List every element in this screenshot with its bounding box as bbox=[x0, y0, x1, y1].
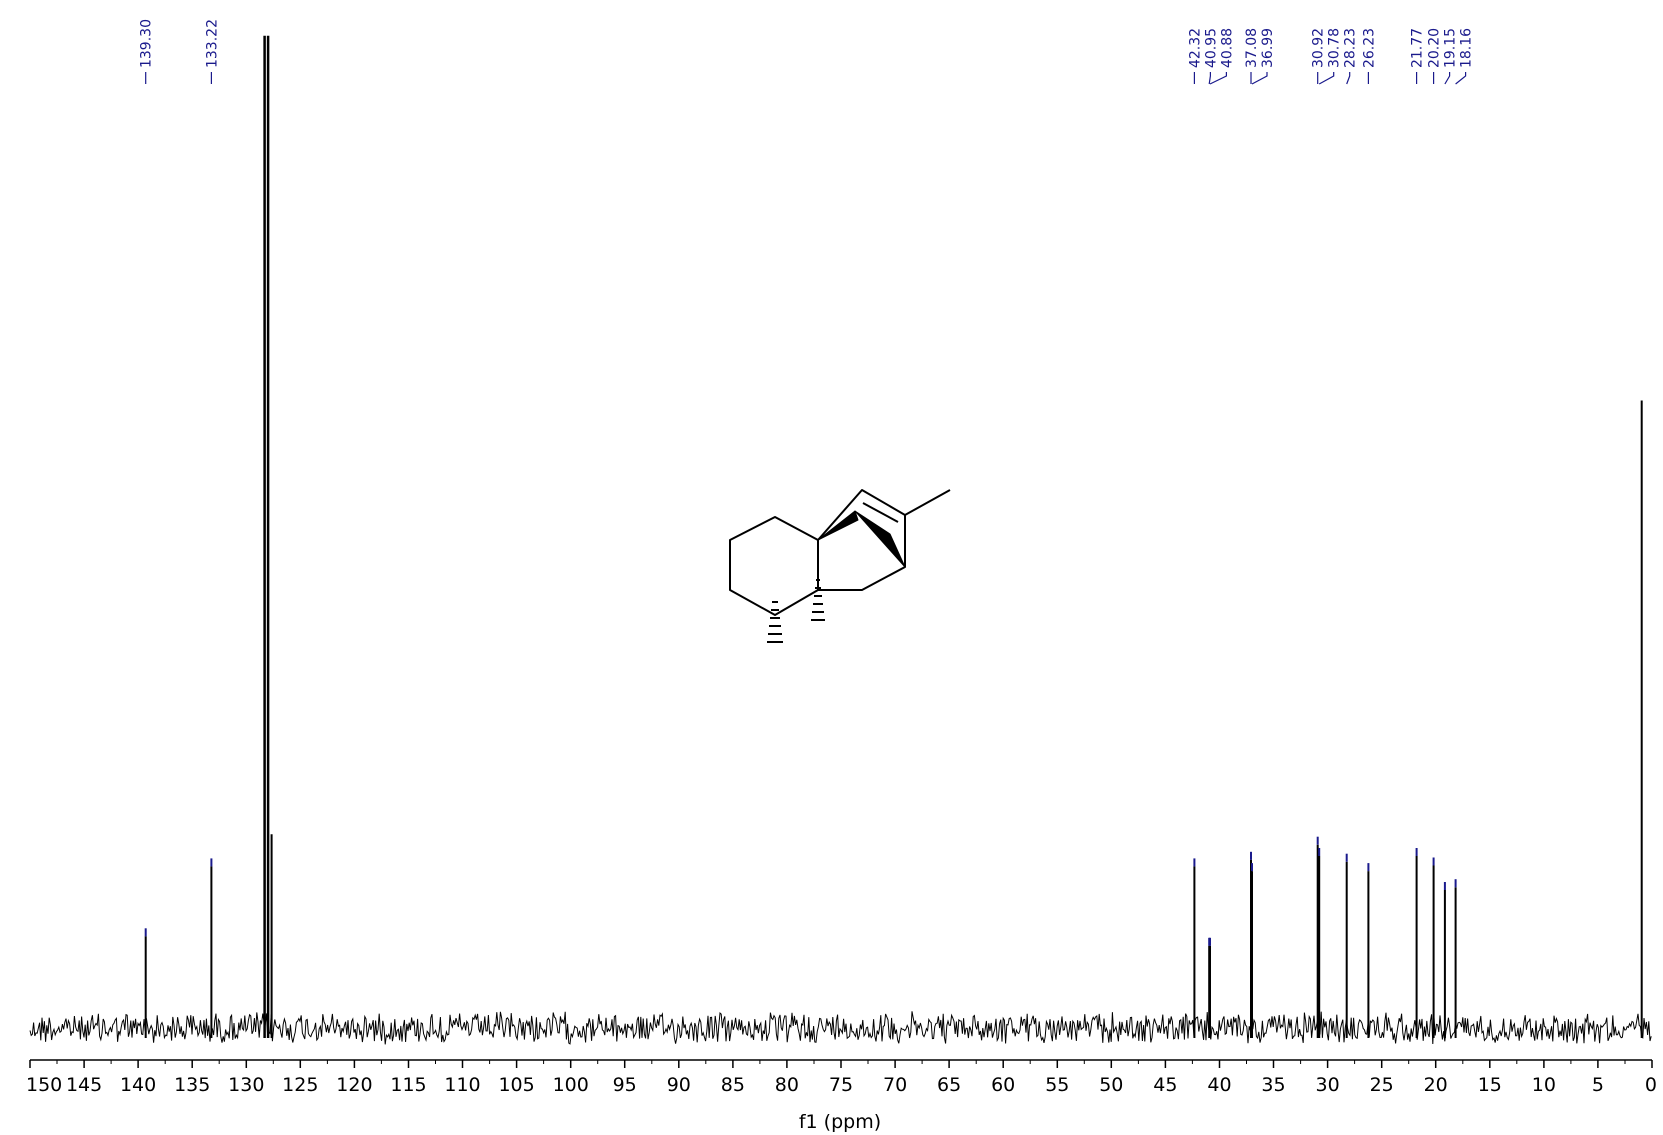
peak-label: 26.23 bbox=[1361, 28, 1377, 68]
peak-label-connector bbox=[1347, 72, 1350, 84]
x-axis: 150 145 140 135 130 125 120 115 110 105 100 95 90 85 8… bbox=[26, 1060, 1657, 1096]
peak-label: 37.08 bbox=[1244, 28, 1260, 68]
x-axis-tick-label: 85 bbox=[721, 1074, 745, 1096]
structure-wedge-bridge-b bbox=[855, 511, 905, 567]
peak-label: 20.20 bbox=[1427, 28, 1443, 68]
x-axis-tick-label: 90 bbox=[667, 1074, 691, 1096]
peak-label-layer: 139.30 133.22 42.32 40.95 40.88 37.08 36.99 30.… bbox=[139, 19, 1475, 84]
x-axis-tick-label: 60 bbox=[991, 1074, 1015, 1096]
x-axis-tick-label: 80 bbox=[775, 1074, 799, 1096]
spectrum-layer bbox=[30, 1011, 1651, 1044]
peak-label: 133.22 bbox=[204, 19, 220, 68]
peak-label: 139.30 bbox=[139, 19, 155, 68]
molecule-structure bbox=[730, 490, 950, 642]
x-axis-tick-label: 110 bbox=[444, 1074, 480, 1096]
x-axis-tick-label: 135 bbox=[174, 1074, 210, 1096]
peak-label-connector bbox=[1445, 72, 1450, 84]
peak-label: 18.16 bbox=[1459, 28, 1475, 68]
structure-left-ring bbox=[730, 517, 818, 615]
peak-label-connector bbox=[1252, 72, 1267, 84]
peak-label: 30.92 bbox=[1311, 28, 1327, 68]
x-axis-tick-label: 70 bbox=[883, 1074, 907, 1096]
structure-hashed-methyl-a bbox=[767, 602, 783, 642]
x-axis-tick-label: 5 bbox=[1592, 1074, 1604, 1096]
peak-label: 19.15 bbox=[1443, 28, 1459, 68]
peak-label: 21.77 bbox=[1410, 28, 1426, 68]
x-axis-tick-label: 30 bbox=[1316, 1074, 1340, 1096]
x-axis-tick-label: 75 bbox=[829, 1074, 853, 1096]
structure-wedge-bridge-a bbox=[818, 511, 858, 540]
x-axis-tick-label: 100 bbox=[553, 1074, 589, 1096]
x-axis-tick-label: 15 bbox=[1478, 1074, 1502, 1096]
x-axis-tick-label: 145 bbox=[66, 1074, 102, 1096]
x-axis-tick-label: 40 bbox=[1207, 1074, 1231, 1096]
spectrum-baseline-noise bbox=[30, 1011, 1651, 1044]
peak-label-connector bbox=[1210, 72, 1226, 84]
x-axis-tick-label: 125 bbox=[282, 1074, 318, 1096]
peak-label-connector bbox=[1319, 72, 1334, 84]
x-axis-title: f1 (ppm) bbox=[799, 1111, 881, 1133]
x-axis-tick-label: 20 bbox=[1424, 1074, 1448, 1096]
peak-label: 42.32 bbox=[1187, 28, 1203, 68]
x-axis-tick-label: 105 bbox=[498, 1074, 534, 1096]
peak-label-connector bbox=[1209, 72, 1210, 84]
x-axis-tick-label: 120 bbox=[336, 1074, 372, 1096]
x-axis-tick-label: 10 bbox=[1532, 1074, 1556, 1096]
x-axis-tick-label: 115 bbox=[390, 1074, 426, 1096]
x-axis-tick-label: 45 bbox=[1153, 1074, 1177, 1096]
peak-label: 30.78 bbox=[1327, 28, 1343, 68]
x-axis-tick-label: 35 bbox=[1261, 1074, 1285, 1096]
peak-label: 36.99 bbox=[1260, 28, 1276, 68]
peak-layer bbox=[146, 36, 1642, 1038]
peak-label: 40.95 bbox=[1203, 28, 1219, 68]
x-axis-tick-label: 25 bbox=[1370, 1074, 1394, 1096]
x-axis-tick-label: 50 bbox=[1099, 1074, 1123, 1096]
x-axis-tick-label: 65 bbox=[937, 1074, 961, 1096]
x-axis-tick-label: 140 bbox=[120, 1074, 156, 1096]
structure-methyl bbox=[905, 490, 950, 515]
x-axis-tick-label: 130 bbox=[228, 1074, 264, 1096]
x-axis-tick-label: 150 bbox=[26, 1074, 62, 1096]
peak-label-connector bbox=[1456, 72, 1466, 84]
x-axis-tick-label: 0 bbox=[1645, 1074, 1657, 1096]
x-axis-tick-label: 55 bbox=[1045, 1074, 1069, 1096]
peak-label: 28.23 bbox=[1343, 28, 1359, 68]
peak-label: 40.88 bbox=[1219, 28, 1235, 68]
x-axis-tick-label: 95 bbox=[613, 1074, 637, 1096]
